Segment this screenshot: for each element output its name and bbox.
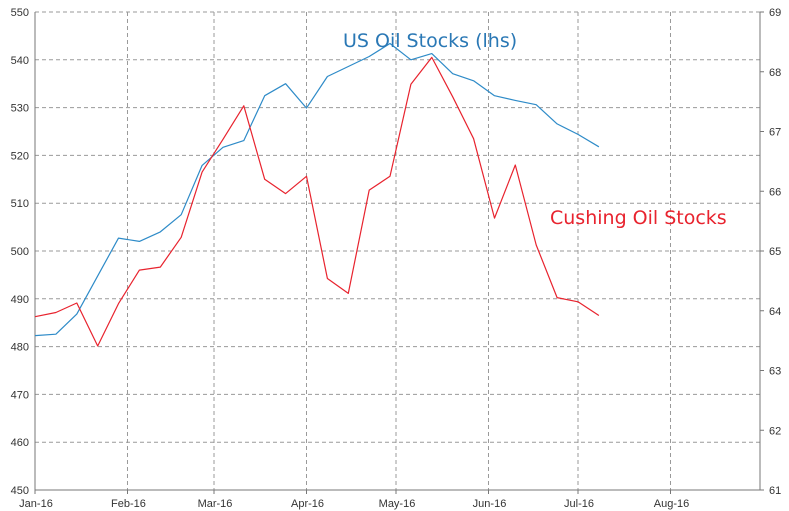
x-tick-label: May-16 — [379, 498, 416, 510]
left-tick-label: 490 — [11, 294, 29, 306]
right-tick-label: 66 — [769, 186, 781, 198]
series — [34, 42, 600, 347]
left-tick-label: 470 — [11, 389, 29, 401]
right-tick-label: 67 — [769, 127, 781, 139]
x-tick-label: Mar-16 — [198, 498, 233, 510]
left-tick-label: 510 — [11, 198, 29, 210]
right-tick-label: 63 — [769, 366, 781, 378]
left-tick-label: 480 — [11, 342, 29, 354]
x-tick-label: Aug-16 — [654, 498, 689, 510]
right-tick-label: 64 — [769, 306, 781, 318]
left-tick-label: 530 — [11, 103, 29, 115]
left-tick-label: 500 — [11, 246, 29, 258]
left-tick-label: 520 — [11, 150, 29, 162]
x-tick-label: Apr-16 — [291, 498, 324, 510]
cushing-oil-stocks-annotation: Cushing Oil Stocks — [550, 207, 727, 229]
left-tick-label: 550 — [11, 7, 29, 19]
right-tick-label: 68 — [769, 67, 781, 79]
right-tick-label: 65 — [769, 246, 781, 258]
right-tick-label: 69 — [769, 7, 781, 19]
x-tick-label: Jan-16 — [19, 498, 53, 510]
right-tick-label: 62 — [769, 425, 781, 437]
left-tick-label: 450 — [11, 485, 29, 497]
annotations: US Oil Stocks (lhs) Cushing Oil Stocks — [343, 30, 727, 229]
left-tick-label: 540 — [11, 55, 29, 67]
x-tick-label: Jul-16 — [564, 498, 594, 510]
left-tick-label: 460 — [11, 437, 29, 449]
x-tick-label: Feb-16 — [111, 498, 146, 510]
x-tick-label: Jun-16 — [473, 498, 507, 510]
right-tick-label: 61 — [769, 485, 781, 497]
axes: 450 460 470 480 490 500 510 520 530 540 550 61 62 63 6… — [11, 7, 782, 510]
us-oil-stocks-annotation: US Oil Stocks (lhs) — [343, 30, 517, 52]
cushing-oil-stocks-line — [34, 56, 600, 347]
us-oil-stocks-lhs-line — [34, 42, 600, 337]
